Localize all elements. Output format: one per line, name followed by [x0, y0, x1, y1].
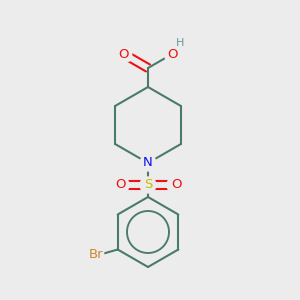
Circle shape — [112, 177, 128, 193]
Text: Br: Br — [88, 248, 103, 261]
Circle shape — [167, 176, 185, 194]
Text: O: O — [167, 47, 178, 61]
Circle shape — [116, 46, 132, 62]
Circle shape — [111, 176, 129, 194]
Text: O: O — [171, 178, 181, 191]
Circle shape — [140, 177, 156, 193]
Text: O: O — [115, 178, 125, 191]
Text: O: O — [118, 47, 129, 61]
Text: N: N — [143, 157, 153, 169]
Circle shape — [140, 155, 156, 171]
Text: H: H — [176, 38, 184, 48]
Circle shape — [168, 177, 184, 193]
Text: S: S — [144, 178, 152, 191]
Circle shape — [164, 46, 180, 62]
